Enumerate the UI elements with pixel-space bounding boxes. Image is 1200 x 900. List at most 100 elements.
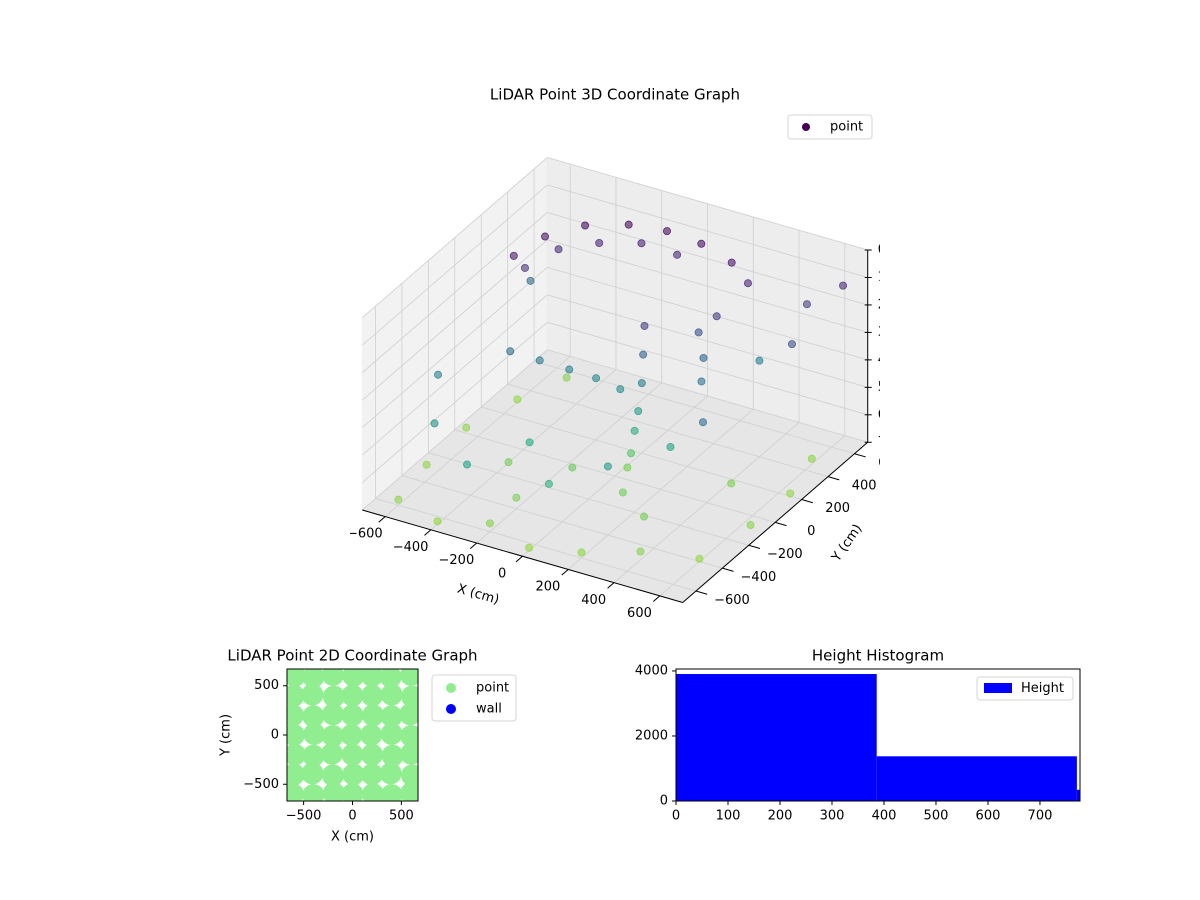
point xyxy=(362,704,385,727)
point xyxy=(525,438,534,447)
legend-label: wall xyxy=(476,702,502,717)
x-tick-label: 300 xyxy=(820,809,845,824)
x-axis-label: X (cm) xyxy=(331,830,374,845)
y-tick xyxy=(748,544,761,549)
grid-line xyxy=(428,452,749,546)
point xyxy=(506,347,515,356)
x-tick-label: −200 xyxy=(439,553,475,568)
y-tick xyxy=(801,499,813,504)
point xyxy=(640,321,649,330)
y-tick-label: 4000 xyxy=(635,663,668,678)
point xyxy=(400,669,418,686)
point xyxy=(727,258,736,267)
z-axis-label: H (cm) xyxy=(912,324,927,368)
z-tick-label: 100 xyxy=(878,270,903,285)
point xyxy=(341,783,364,801)
x-tick xyxy=(378,516,386,523)
z-tick-label: 200 xyxy=(878,297,903,312)
legend-box xyxy=(976,676,1074,701)
point xyxy=(341,684,364,707)
legend-marker xyxy=(446,704,456,714)
point xyxy=(694,328,703,337)
point xyxy=(302,784,325,801)
point xyxy=(361,743,384,766)
point xyxy=(623,463,632,472)
point xyxy=(434,370,443,379)
point xyxy=(380,683,403,706)
point xyxy=(637,379,646,388)
point xyxy=(595,238,604,247)
point xyxy=(616,385,625,394)
point xyxy=(287,684,305,707)
point xyxy=(321,669,344,686)
point xyxy=(463,460,472,469)
plot-area xyxy=(287,669,418,801)
point xyxy=(618,488,627,497)
grid-line xyxy=(547,294,868,388)
point xyxy=(640,512,649,521)
point xyxy=(577,548,586,557)
point xyxy=(380,705,403,728)
y-tick-label: 200 xyxy=(825,501,850,516)
point xyxy=(381,744,404,767)
point xyxy=(322,685,345,708)
grid-line xyxy=(547,184,868,278)
point xyxy=(361,684,384,707)
x-tick-label: 500 xyxy=(389,809,414,824)
grid-line xyxy=(454,429,776,523)
x-tick xyxy=(469,542,478,550)
point xyxy=(301,762,324,785)
point xyxy=(362,783,385,801)
grid-line xyxy=(547,349,868,443)
grid-line xyxy=(362,212,548,373)
point xyxy=(303,723,326,746)
y-tick-label: 2000 xyxy=(635,728,668,743)
point xyxy=(695,554,704,563)
point xyxy=(627,449,636,458)
x-tick-label: 700 xyxy=(1028,809,1053,824)
point xyxy=(666,442,675,451)
legend: point wall xyxy=(431,674,517,722)
point xyxy=(321,724,344,747)
bar xyxy=(876,756,1077,801)
z-tick-label: 300 xyxy=(878,325,903,340)
grid-line xyxy=(507,383,829,477)
point xyxy=(321,703,344,726)
point xyxy=(746,521,755,530)
point xyxy=(287,669,306,687)
legend-patch xyxy=(984,683,1012,693)
point xyxy=(634,407,643,416)
x-tick-label: 100 xyxy=(716,809,741,824)
point xyxy=(535,356,544,365)
point xyxy=(787,340,796,349)
x-tick-label: −500 xyxy=(286,809,322,824)
point xyxy=(673,250,682,259)
legend-label: Height xyxy=(1021,681,1064,696)
legend-box xyxy=(787,114,873,140)
grid-line xyxy=(362,267,548,428)
point xyxy=(399,703,418,726)
point xyxy=(637,239,646,248)
bar xyxy=(676,674,877,801)
x-tick-label: 600 xyxy=(976,809,1001,824)
legend: point xyxy=(787,114,873,140)
grid-line xyxy=(375,498,697,592)
point xyxy=(342,763,365,786)
point xyxy=(581,221,590,230)
grid-line xyxy=(481,406,802,500)
point xyxy=(525,543,534,552)
x-tick-label: 400 xyxy=(872,809,897,824)
z-tick-label: 600 xyxy=(878,407,903,422)
grid-line xyxy=(362,184,548,346)
x-tick-label: 0 xyxy=(672,809,680,824)
grid-line xyxy=(547,157,868,251)
point xyxy=(699,418,708,427)
point xyxy=(568,463,577,472)
point xyxy=(509,251,518,260)
y-tick xyxy=(827,476,840,481)
point xyxy=(592,374,601,383)
point xyxy=(433,517,442,526)
x-tick xyxy=(424,529,432,536)
z-tick-label: 700 xyxy=(878,435,903,450)
point xyxy=(394,495,403,504)
